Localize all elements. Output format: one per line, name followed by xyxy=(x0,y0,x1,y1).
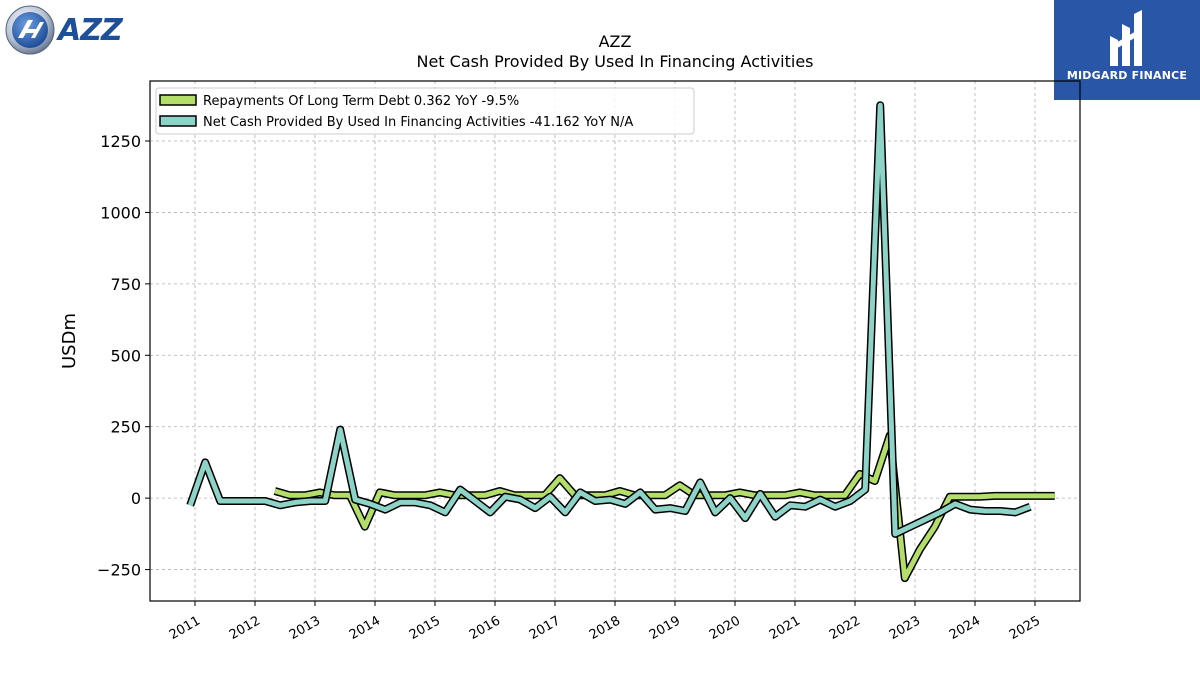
grid-lines xyxy=(150,81,1080,601)
x-axis: 2011 2012 2013 2014 2015 2016 2017 2018 2019 2020… xyxy=(167,601,1043,643)
y-tick-label-0: −250 xyxy=(97,561,141,580)
legend-swatch-0 xyxy=(159,94,197,106)
y-axis-label: USDm xyxy=(59,313,80,369)
x-tick-label-8: 2019 xyxy=(647,613,683,643)
series-1-outline-0 xyxy=(186,101,1032,538)
x-tick-label-1: 2012 xyxy=(227,613,263,643)
azz-logo: AZZ xyxy=(4,4,139,56)
x-tick-label-3: 2014 xyxy=(347,613,383,643)
legend: Repayments Of Long Term Debt 0.362 YoY -… xyxy=(155,87,695,135)
azz-logo-text: AZZ xyxy=(58,13,123,48)
y-axis: −250 0 250 500 750 1000 1250 xyxy=(97,132,150,580)
x-tick-label-12: 2023 xyxy=(887,613,923,643)
series-layer xyxy=(186,101,1055,583)
y-tick-label-6: 1250 xyxy=(100,132,141,151)
y-tick-label-5: 1000 xyxy=(100,203,141,222)
x-tick-label-14: 2025 xyxy=(1007,613,1043,643)
x-tick-label-9: 2020 xyxy=(707,613,743,643)
y-tick-label-1: 0 xyxy=(131,489,141,508)
legend-label-1: Net Cash Provided By Used In Financing A… xyxy=(203,115,633,130)
x-tick-label-7: 2018 xyxy=(587,613,623,643)
x-tick-label-13: 2024 xyxy=(947,613,983,643)
x-tick-label-10: 2021 xyxy=(767,613,803,643)
x-tick-label-11: 2022 xyxy=(827,613,863,643)
series-0-line-0 xyxy=(274,432,1055,581)
series-1-line-0 xyxy=(187,102,1032,537)
azz-emblem-icon xyxy=(5,5,55,55)
legend-swatch-1 xyxy=(159,115,197,127)
midgard-emblem-icon xyxy=(1110,10,1142,66)
x-tick-label-2: 2013 xyxy=(287,613,323,643)
midgard-finance-logo: MIDGARD FINANCE xyxy=(1054,0,1200,100)
x-tick-label-4: 2015 xyxy=(407,613,443,643)
y-tick-label-3: 500 xyxy=(110,346,141,365)
y-tick-label-4: 750 xyxy=(110,275,141,294)
midgard-logo-text: MIDGARD FINANCE xyxy=(1066,69,1188,82)
x-tick-label-5: 2016 xyxy=(467,613,503,643)
chart-subtitle: Net Cash Provided By Used In Financing A… xyxy=(416,52,814,71)
x-tick-label-0: 2011 xyxy=(167,613,203,643)
legend-box xyxy=(155,87,695,135)
chart-title-block: AZZ Net Cash Provided By Used In Financi… xyxy=(150,32,1080,72)
y-tick-label-2: 250 xyxy=(110,418,141,437)
x-tick-label-6: 2017 xyxy=(527,613,563,643)
legend-label-0: Repayments Of Long Term Debt 0.362 YoY -… xyxy=(203,94,519,109)
chart-title: AZZ xyxy=(598,32,632,51)
